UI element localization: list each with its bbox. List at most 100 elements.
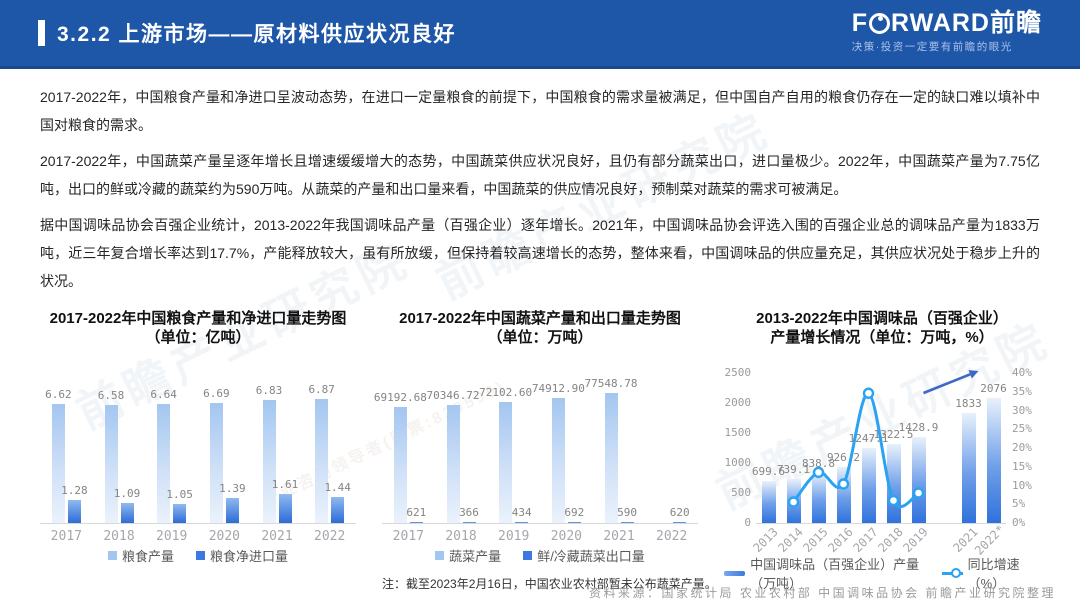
bar-value-label: 1.61 bbox=[271, 478, 299, 491]
bar-group: 1833 bbox=[955, 363, 982, 523]
legend-label: 粮食产量 bbox=[121, 549, 174, 564]
condiment-chart-body: 0 500 1000 1500 2000 2500 699.6 2013 739.1 2014 8… bbox=[724, 363, 1040, 558]
bar-group: 6.69 1.39 bbox=[203, 363, 246, 523]
bar-group: 6.62 1.28 bbox=[45, 363, 88, 523]
bar-wrap: 1.61 bbox=[272, 363, 298, 523]
x-axis-label: 2021 bbox=[261, 529, 293, 544]
chart-category-slot: 74912.90 692 2020 bbox=[532, 363, 593, 544]
bar-group: 6.87 1.44 bbox=[308, 363, 351, 523]
chart-title-line2: （单位：亿吨） bbox=[145, 329, 251, 346]
x-axis-label: 2021 bbox=[603, 529, 635, 544]
x-axis-label: 2019 bbox=[156, 529, 188, 544]
condiment-chart-panel: 2013-2022年中国调味品（百强企业） 产量增长情况（单位：万吨，%） 0 5… bbox=[724, 309, 1040, 592]
bar-dark bbox=[173, 504, 187, 523]
bar-value-label: 692 bbox=[564, 505, 585, 519]
bar-dark bbox=[515, 522, 529, 523]
chart-category-slot: 838.8 2015 bbox=[800, 363, 835, 555]
bar-c3bar bbox=[836, 467, 851, 523]
x-axis-label: 2015 bbox=[799, 524, 831, 556]
chart-category-slot: 1247.1 2017 bbox=[849, 363, 889, 555]
slide-header: 3.2.2 上游市场——原材料供应状况良好 F RWARD 前瞻 决策·投资一定要有… bbox=[0, 0, 1080, 69]
bar-light bbox=[393, 407, 407, 523]
x-axis-label: 2013 bbox=[749, 524, 781, 556]
line-cyan-swatch bbox=[941, 568, 963, 578]
bar-dark bbox=[567, 521, 581, 523]
legend-label: 鲜/冷藏蔬菜出口量 bbox=[537, 549, 645, 564]
bar-wrap: 1.09 bbox=[114, 363, 140, 523]
bar-value-label: 366 bbox=[459, 506, 479, 520]
forward-logo: F RWARD 前瞻 决策·投资一定要有前瞻的眼光 bbox=[852, 10, 1042, 54]
left-axis-tick: 0 bbox=[744, 516, 751, 529]
right-axis-tick: 15% bbox=[1012, 459, 1032, 473]
right-axis-tick: 0% bbox=[1012, 516, 1026, 529]
condiment-chart-legend: 中国调味品（百强企业）产量（万吨） 同比增速（%） bbox=[724, 554, 1040, 592]
bar-wrap: 6.87 bbox=[308, 363, 335, 523]
bar-wrap: 1247.1 bbox=[849, 363, 888, 523]
bar-value-label: 1.39 bbox=[219, 482, 246, 495]
legend-item: 中国调味品（百强企业）产量（万吨） bbox=[724, 554, 930, 592]
bar-value-label: 1.44 bbox=[324, 481, 351, 495]
condiment-left-axis: 0 500 1000 1500 2000 2500 bbox=[724, 363, 756, 529]
bar-group: 699.6 bbox=[752, 363, 785, 523]
bar-wrap: 6.58 bbox=[98, 363, 124, 523]
legend-item: 鲜/冷藏蔬菜出口量 bbox=[523, 546, 645, 565]
bar-value-label: 620 bbox=[669, 506, 690, 519]
bar-wrap: 1833 bbox=[955, 363, 982, 523]
bar-group: 1322.5 bbox=[874, 363, 913, 523]
x-axis-label: 2018 bbox=[445, 529, 477, 544]
legend-label: 同比增速（%） bbox=[967, 557, 1020, 591]
bar-wrap: 692 bbox=[564, 363, 584, 523]
right-axis-tick: 5% bbox=[1012, 497, 1026, 511]
sq-dark-swatch bbox=[523, 551, 533, 560]
sq-light-swatch bbox=[107, 551, 117, 560]
chart-category-slot: 6.87 1.44 2022 bbox=[303, 363, 356, 544]
chart-category-slot: 6.69 1.39 2020 bbox=[198, 363, 251, 544]
bar-wrap: 6.62 bbox=[45, 363, 72, 523]
legend-item: 粮食净进口量 bbox=[196, 546, 288, 565]
chart-title-line2: 产量增长情况（单位：万吨，%） bbox=[770, 329, 994, 346]
charts-row: 2017-2022年中国粮食产量和净进口量走势图 （单位：亿吨） 6.62 1.2… bbox=[0, 303, 1080, 592]
bar-value-label: 6.87 bbox=[308, 383, 335, 397]
x-axis-label: 2018 bbox=[103, 529, 135, 544]
chart-category-slot: 77548.78 590 2021 bbox=[585, 363, 646, 544]
vegetable-chart-plot: 69192.68 621 2017 70346.72 366 2018 72102.60 43… bbox=[374, 363, 698, 544]
x-axis-label: 2017 bbox=[849, 524, 881, 556]
chart-category-slot: 620 2022 bbox=[645, 363, 698, 544]
logo-letter: F bbox=[851, 9, 868, 37]
bar-light bbox=[551, 397, 565, 523]
bar-wrap: 74912.90 bbox=[532, 363, 585, 523]
bar-group: 6.83 1.61 bbox=[256, 363, 298, 523]
chart-category-slot: 1833 2021 bbox=[950, 363, 982, 555]
bar-light bbox=[51, 403, 65, 523]
bar-group bbox=[937, 363, 951, 523]
body-text-block: 2017-2022年，中国粮食产量和净进口呈波动态势，在进口一定量粮食的前提下，… bbox=[0, 69, 1080, 295]
bar-c3bar bbox=[961, 413, 976, 523]
bar-light bbox=[209, 402, 223, 523]
logo-letters: RWARD bbox=[891, 9, 990, 37]
grain-chart-plot: 6.62 1.28 2017 6.58 1.09 2018 6.64 1.05 2019 6.69… bbox=[40, 363, 356, 544]
bar-wrap: 1322.5 bbox=[874, 363, 913, 523]
legend-label: 粮食净进口量 bbox=[210, 549, 289, 564]
legend-item: 同比增速（%） bbox=[941, 554, 1040, 592]
grain-chart-panel: 2017-2022年中国粮食产量和净进口量走势图 （单位：亿吨） 6.62 1.2… bbox=[40, 309, 356, 592]
body-paragraph-condiment: 据中国调味品协会百强企业统计，2013-2022年我国调味品产量（百强企业）逐年… bbox=[40, 217, 1040, 289]
bar-dark bbox=[409, 522, 423, 523]
condiment-chart-plot: 699.6 2013 739.1 2014 838.8 2015 926.2 2016 1247… bbox=[750, 363, 1007, 558]
bar-group: 838.8 bbox=[802, 363, 835, 523]
bar-value-label: 1.28 bbox=[61, 484, 88, 497]
bar-value-label: 69192.68 bbox=[373, 391, 427, 405]
bar-wrap bbox=[657, 363, 670, 523]
body-paragraph-grain: 2017-2022年，中国粮食产量和净进口呈波动态势，在进口一定量粮食的前提下，… bbox=[40, 89, 1040, 133]
x-axis-label: 2017 bbox=[50, 529, 82, 544]
chart-title-line2: （单位：万吨） bbox=[487, 329, 593, 346]
grain-chart-legend: 粮食产量 粮食净进口量 bbox=[40, 546, 356, 565]
bar-value-label: 1.05 bbox=[166, 488, 193, 502]
bar-wrap: 1.44 bbox=[324, 363, 351, 523]
right-axis-tick: 35% bbox=[1012, 384, 1032, 398]
chart-category-slot: 1428.9 2019 bbox=[899, 363, 939, 555]
chart-category-slot: 6.58 1.09 2018 bbox=[93, 363, 146, 544]
bar-wrap: 590 bbox=[617, 363, 637, 523]
bar-wrap: 70346.72 bbox=[427, 363, 479, 523]
bar-wrap: 366 bbox=[459, 363, 479, 523]
bar-dark bbox=[278, 494, 292, 523]
